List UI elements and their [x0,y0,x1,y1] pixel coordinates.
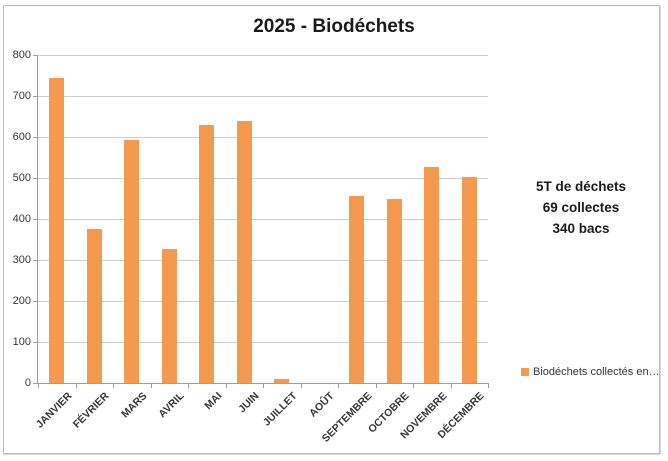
chart-frame [3,5,660,454]
bar-décembre [461,176,477,383]
gridline-300 [38,260,488,261]
stats-line-bacs: 340 bacs [552,221,610,236]
bar-juillet [274,378,290,383]
y-tick-200 [33,301,37,302]
x-tick-9 [375,384,377,388]
x-tick-7 [300,384,302,388]
chart-title: 2025 - Biodéchets [253,16,415,37]
gridline-200 [38,301,488,302]
legend-swatch-icon [521,368,529,376]
legend-label: Biodéchets collectés en… [533,366,660,378]
y-tick-label-800: 800 [12,49,31,61]
y-tick-label-600: 600 [12,131,31,143]
y-tick-500 [33,178,37,179]
x-tick-4 [188,384,189,388]
y-tick-600 [33,137,37,138]
bar-octobre [386,199,402,383]
stats-line-collectes: 69 collectes [542,200,620,215]
x-tick-3 [150,384,152,388]
x-tick-0 [38,384,39,388]
bar-juin [236,121,252,383]
gridline-500 [38,178,488,179]
y-tick-800 [33,55,37,56]
y-tick-label-0: 0 [24,377,31,389]
x-tick-1 [75,384,77,388]
x-tick-6 [263,384,264,388]
y-tick-label-500: 500 [12,172,31,184]
bar-mai [199,124,215,383]
x-tick-2 [113,384,114,388]
x-tick-11 [450,384,452,388]
stats-line-tonnage: 5T de déchets [535,179,627,194]
bar-novembre [424,166,440,383]
plot-area [33,55,489,388]
y-axis-line [37,55,38,384]
x-tick-5 [225,384,227,388]
gridline-700 [38,96,488,97]
gridline-400 [38,219,488,220]
gridline-600 [38,137,488,138]
y-tick-400 [33,219,37,220]
x-axis-line [37,383,489,384]
y-tick-label-700: 700 [12,90,31,102]
y-tick-label-400: 400 [12,213,31,225]
y-tick-100 [33,342,37,343]
y-tick-label-200: 200 [12,295,31,307]
y-tick-300 [33,260,37,261]
y-tick-label-100: 100 [12,336,31,348]
y-tick-700 [33,96,37,97]
bar-mars [124,139,140,383]
bar-janvier [49,77,65,383]
gridline-800 [38,55,488,56]
bar-février [86,229,102,383]
bar-septembre [349,196,365,383]
x-tick-8 [338,384,339,388]
x-tick-10 [413,384,414,388]
bar-avril [161,248,177,383]
x-tick-12 [488,384,489,388]
gridline-100 [38,342,488,343]
stats-annotation: 5T de déchets 69 collectes 340 bacs [500,176,662,239]
y-tick-0 [33,383,37,384]
y-tick-label-300: 300 [12,254,31,266]
legend: Biodéchets collectés en… [521,366,660,378]
